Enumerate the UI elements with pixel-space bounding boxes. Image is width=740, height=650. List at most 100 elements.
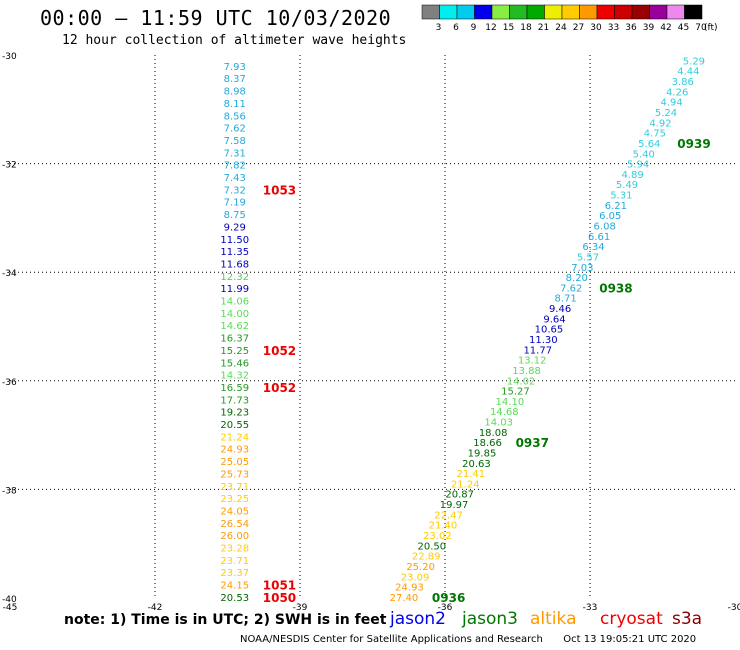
swh-value-label: 11.99 <box>220 284 249 295</box>
swh-value-label: 4.75 <box>644 129 666 140</box>
colorbar-tick-label: 9 <box>471 23 477 33</box>
swh-value-label: 15.27 <box>501 387 530 398</box>
y-tick-label: -34 <box>2 269 17 279</box>
swh-value-label: 4.94 <box>660 98 682 109</box>
x-tick-label: -39 <box>293 603 308 613</box>
pass-time-label: 1050 <box>263 591 296 605</box>
swh-value-label: 21.24 <box>451 479 480 490</box>
swh-value-label: 15.25 <box>220 346 249 357</box>
satellite-tracks: 7.938.378.988.118.567.627.587.317.827.43… <box>220 56 710 604</box>
colorbar-swatch <box>421 4 440 20</box>
swh-value-label: 4.26 <box>666 87 688 98</box>
swh-value-label: 4.92 <box>649 118 671 129</box>
swh-value-label: 25.73 <box>220 469 249 480</box>
swh-value-label: 18.66 <box>473 438 502 449</box>
colorbar-tick-label: 45 <box>678 23 689 33</box>
swh-value-label: 4.89 <box>621 170 643 181</box>
swh-value-label: 11.30 <box>529 335 558 346</box>
pass-time-label: 0939 <box>677 137 710 151</box>
colorbar-tick-label: 18 <box>520 23 532 33</box>
pass-time-label: 0937 <box>516 436 549 450</box>
colorbar-tick-label: 36 <box>625 23 637 33</box>
swh-value-label: 13.12 <box>518 356 547 367</box>
footer: NOAA/NESDIS Center for Satellite Applica… <box>240 634 696 645</box>
swh-value-label: 19.97 <box>440 500 469 511</box>
colorbar: 3 6 9 12 15 18 21 24 27 30 33 36 39 42 45 70(ft) <box>421 4 718 33</box>
y-tick-label: -32 <box>2 161 17 171</box>
colorbar-swatch <box>684 4 703 20</box>
swh-value-label: 9.29 <box>224 222 246 233</box>
swh-value-label: 7.19 <box>224 198 246 209</box>
swh-value-label: 23.71 <box>220 556 249 567</box>
swh-value-label: 24.05 <box>220 506 249 517</box>
swh-value-label: 20.87 <box>445 490 474 501</box>
pass-time-label: 0936 <box>432 591 465 605</box>
swh-value-label: 11.35 <box>220 247 249 258</box>
swh-value-label: 7.82 <box>224 161 246 172</box>
units-note: note: 1) Time is in UTC; 2) SWH is in fe… <box>64 612 387 628</box>
legend-item-jason3: jason3 <box>462 609 518 629</box>
swh-value-label: 5.29 <box>683 56 705 67</box>
swh-value-label: 20.50 <box>417 541 446 552</box>
swh-value-label: 24.15 <box>220 581 249 592</box>
swh-value-label: 21.41 <box>457 469 486 480</box>
swh-value-label: 23.71 <box>220 482 249 493</box>
swh-value-label: 17.73 <box>220 395 249 406</box>
colorbar-swatch <box>596 4 615 20</box>
colorbar-swatch <box>544 4 563 20</box>
swh-value-label: 8.37 <box>224 74 246 85</box>
swh-value-label: 20.53 <box>220 593 249 604</box>
pass-time-label: 0938 <box>599 281 632 295</box>
swh-value-label: 24.93 <box>220 445 249 456</box>
swh-value-label: 24.93 <box>395 583 424 594</box>
colorbar-swatch <box>579 4 598 20</box>
swh-value-label: 20.55 <box>220 420 249 431</box>
y-tick-label: -40 <box>2 595 17 605</box>
colorbar-tick-label: 42 <box>660 23 671 33</box>
legend-item-jason2: jason2 <box>390 609 446 629</box>
swh-value-label: 7.43 <box>224 173 246 184</box>
colorbar-swatch <box>526 4 545 20</box>
swh-value-label: 18.08 <box>479 428 508 439</box>
swh-value-label: 22.89 <box>412 552 441 563</box>
swh-value-label: 14.03 <box>484 418 513 429</box>
colorbar-tick-label: 33 <box>608 23 619 33</box>
page-title: 00:00 – 11:59 UTC 10/03/2020 <box>40 6 392 30</box>
swh-value-label: 16.37 <box>220 334 249 345</box>
swh-value-label: 12.32 <box>220 272 249 283</box>
swh-value-label: 14.62 <box>220 321 249 332</box>
pass-time-label: 1052 <box>263 344 296 358</box>
x-tick-label: -42 <box>148 603 163 613</box>
swh-value-label: 6.08 <box>594 222 616 233</box>
swh-value-label: 8.11 <box>224 99 246 110</box>
footer-timestamp: Oct 13 19:05:21 UTC 2020 <box>563 634 697 645</box>
x-tick-label: -30 <box>728 603 740 613</box>
swh-value-label: 14.32 <box>220 371 249 382</box>
swh-value-label: 23.25 <box>220 494 249 505</box>
swh-value-label: 7.32 <box>224 185 246 196</box>
colorbar-swatch <box>631 4 650 20</box>
colorbar-swatch <box>439 4 458 20</box>
swh-value-label: 8.20 <box>566 273 588 284</box>
x-tick-label: -36 <box>438 603 453 613</box>
swh-value-label: 7.31 <box>224 148 246 159</box>
x-tick-label: -45 <box>3 603 18 613</box>
swh-value-label: 5.49 <box>616 180 638 191</box>
swh-value-label: 25.20 <box>406 562 435 573</box>
swh-value-label: 4.44 <box>677 67 699 78</box>
swh-value-label: 3.86 <box>672 77 694 88</box>
swh-value-label: 9.64 <box>543 314 565 325</box>
chart-subtitle: 12 hour collection of altimeter wave hei… <box>62 33 407 48</box>
swh-value-label: 14.02 <box>507 376 536 387</box>
swh-value-label: 14.00 <box>220 309 249 320</box>
swh-value-label: 19.23 <box>220 408 249 419</box>
swh-value-label: 22.47 <box>434 510 463 521</box>
swh-value-label: 5.31 <box>610 191 632 202</box>
swh-value-label: 11.68 <box>220 259 249 270</box>
colorbar-swatch <box>456 4 475 20</box>
x-tick-label: -33 <box>583 603 598 613</box>
swh-value-label: 23.09 <box>401 572 430 583</box>
swh-value-label: 6.21 <box>605 201 627 212</box>
colorbar-swatch <box>509 4 528 20</box>
swh-value-label: 7.62 <box>560 283 582 294</box>
